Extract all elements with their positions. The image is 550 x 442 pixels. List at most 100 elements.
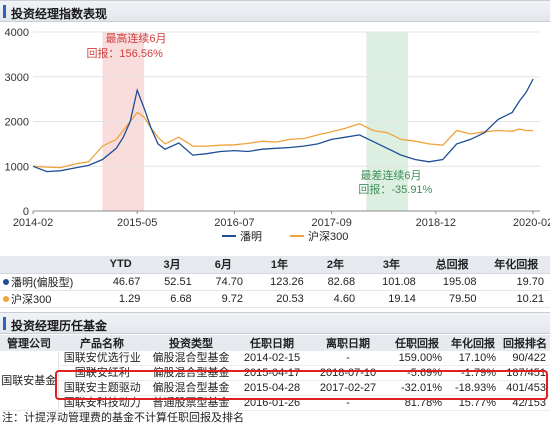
y-tick-label: 2000: [5, 117, 29, 129]
history-header-cell: 管理公司: [0, 335, 58, 351]
table-row: 国联安基金 国联安优选行业 偏股混合型基金 2014-02-15 - 159.0…: [0, 351, 550, 411]
history-header-cell: 离职日期: [308, 335, 388, 351]
x-tick-label: 2018-12: [416, 217, 456, 229]
summary-cell: 10.21: [482, 290, 550, 308]
fund-type-cell: 偏股混合型基金: [146, 365, 236, 381]
company-cell: 国联安基金: [0, 351, 59, 411]
fund-name-cell: 国联安主题驱动: [58, 380, 146, 396]
summary-cell: 1.29: [95, 290, 147, 308]
section-title: 投资经理指数表现: [11, 7, 108, 21]
return-summary-table: YTD 3月 6月 1年 2年 3年 总回报 年化回报 潘明(偏股型) 46.6…: [0, 256, 550, 308]
annual-return-cell: 15.77%: [446, 395, 500, 411]
summary-header-cell: 年化回报: [482, 256, 550, 274]
summary-header-cell: 2年: [309, 256, 362, 274]
rank-cell: 90/422: [500, 351, 550, 366]
summary-row-index: 沪深300 1.29 6.68 9.72 20.53 4.60 19.14 79…: [0, 290, 550, 308]
tenure-return-cell: 159.00%: [388, 351, 446, 366]
rank-cell: 187/451: [500, 365, 550, 381]
section-title: 投资经理历任基金: [11, 319, 108, 333]
summary-row-label: 潘明(偏股型): [0, 273, 95, 291]
summary-header-cell: 总回报: [421, 256, 483, 274]
start-date-cell: 2015-04-28: [236, 380, 308, 396]
summary-cell: 101.08: [361, 273, 422, 291]
summary-cell: 46.67: [95, 273, 147, 291]
section-header-fund-history: 投资经理历任基金: [0, 312, 550, 334]
annual-return-cell: -1.79%: [446, 365, 500, 381]
summary-cell: 195.08: [421, 273, 483, 291]
summary-header-row: YTD 3月 6月 1年 2年 3年 总回报 年化回报: [0, 256, 550, 274]
series-dot-icon: [3, 278, 9, 285]
start-date-cell: 2015-04-17: [236, 365, 308, 381]
summary-row-label: 沪深300: [0, 290, 95, 308]
x-tick-label: 2015-05: [117, 217, 157, 229]
fund-name-cell: 国联安红利: [58, 365, 146, 381]
history-header-cell: 产品名称: [58, 335, 146, 351]
summary-header-cell: 1年: [249, 256, 310, 274]
section-accent-bar: [3, 5, 6, 18]
section-accent-bar: [3, 317, 6, 330]
summary-header-cell: [0, 256, 95, 274]
y-tick-label: 0: [23, 206, 29, 218]
x-tick-label: 2016-07: [214, 217, 254, 229]
y-tick-label: 4000: [5, 27, 29, 39]
start-date-cell: 2016-01-26: [236, 395, 308, 411]
legend-label: 潘明: [240, 230, 262, 243]
summary-cell: 20.53: [249, 290, 310, 308]
best-period-label: 最高连续6月: [105, 31, 166, 45]
summary-header-cell: 3月: [146, 256, 198, 274]
fund-history-table: 管理公司 产品名称 投资类型 任职日期 离职日期 任职回报 年化回报 回报排名 …: [0, 335, 550, 411]
x-tick-label: 2017-09: [311, 217, 351, 229]
summary-cell: 123.26: [249, 273, 310, 291]
start-date-cell: 2014-02-15: [236, 351, 308, 366]
summary-cell: 9.72: [197, 290, 250, 308]
fund-type-cell: 偏股混合型基金: [146, 380, 236, 396]
history-header-cell: 任职回报: [388, 335, 446, 351]
table-row: 国联安红利 偏股混合型基金 2015-04-17 2018-07-10 -5.6…: [0, 365, 550, 381]
tenure-return-cell: 81.78%: [388, 395, 446, 411]
end-date-cell: 2017-02-27: [308, 380, 388, 396]
table-row: 国联安主题驱动 偏股混合型基金 2015-04-28 2017-02-27 -3…: [0, 380, 550, 396]
summary-cell: 82.68: [309, 273, 362, 291]
summary-cell: 19.14: [361, 290, 422, 308]
worst-period-return: 回报：-35.91%: [358, 182, 432, 196]
manager-series-line: [32, 78, 534, 173]
footnote: 注：计提浮动管理费的基金不计算任职回报及排名: [2, 412, 244, 424]
end-date-cell: 2018-07-10: [308, 365, 388, 381]
best-period-return: 回报：156.56%: [86, 46, 163, 60]
tenure-return-cell: -32.01%: [388, 380, 446, 396]
summary-row-name: 潘明(偏股型): [11, 276, 74, 289]
legend-label: 沪深300: [308, 229, 348, 243]
series-dot-icon: [3, 295, 9, 302]
summary-header-cell: 6月: [197, 256, 250, 274]
index-series-line: [32, 111, 534, 169]
section-header-index-performance: 投资经理指数表现: [0, 0, 550, 22]
summary-cell: 6.68: [146, 290, 198, 308]
tenure-return-cell: -5.69%: [388, 365, 446, 381]
history-header-cell: 任职日期: [236, 335, 308, 351]
rank-cell: 42/153: [500, 395, 550, 411]
rank-cell: 401/453: [500, 380, 550, 396]
fund-type-cell: 偏股混合型基金: [146, 351, 236, 366]
summary-cell: 74.70: [197, 273, 250, 291]
history-header-cell: 年化回报: [446, 335, 500, 351]
worst-period-label: 最差连续6月: [360, 168, 421, 182]
annual-return-cell: -18.93%: [446, 380, 500, 396]
history-header-cell: 投资类型: [146, 335, 236, 351]
history-header-row: 管理公司 产品名称 投资类型 任职日期 离职日期 任职回报 年化回报 回报排名: [0, 335, 550, 351]
summary-cell: 79.50: [421, 290, 483, 308]
y-tick-label: 1000: [5, 161, 29, 173]
index-performance-chart: 0 1000 2000 3000 4000 2014-02 2015-05 2016-07 20…: [5, 27, 550, 243]
summary-cell: 19.70: [482, 273, 550, 291]
fund-name-cell: 国联安优选行业: [58, 351, 146, 366]
y-tick-label: 3000: [5, 72, 29, 84]
x-tick-label: 2014-02: [13, 217, 53, 229]
end-date-cell: -: [308, 395, 388, 411]
x-tick-label: 2020-02: [513, 217, 550, 229]
summary-header-cell: YTD: [95, 256, 147, 274]
history-header-cell: 回报排名: [500, 335, 550, 351]
summary-cell: 4.60: [309, 290, 362, 308]
summary-cell: 52.51: [146, 273, 198, 291]
summary-header-cell: 3年: [361, 256, 422, 274]
end-date-cell: -: [308, 351, 388, 366]
summary-row-manager: 潘明(偏股型) 46.67 52.51 74.70 123.26 82.68 1…: [0, 273, 550, 291]
